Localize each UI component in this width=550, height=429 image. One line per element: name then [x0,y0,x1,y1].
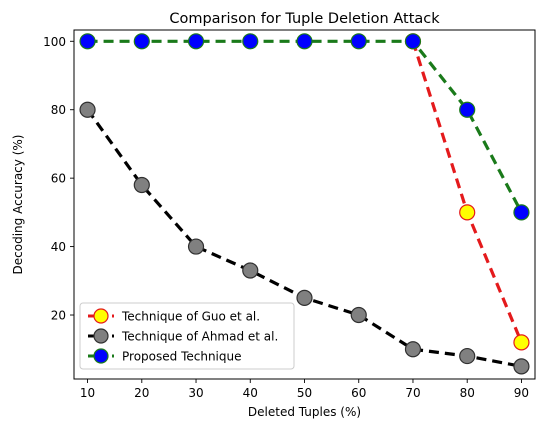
axis-ticks: 10 20 30 40 50 60 70 80 90 20 40 60 80 100 [43,35,529,400]
legend-marker-0 [93,308,109,324]
legend-box [79,302,295,370]
series-line-0 [411,40,523,344]
data-point-1 [296,289,313,307]
data-point-1 [187,238,205,255]
data-point-2 [459,101,476,118]
x-tick-label: 30 [188,386,203,400]
data-point-0 [513,334,530,351]
y-axis-label: Decoding Accuracy (%) [11,135,25,275]
x-tick-label: 50 [297,386,312,400]
data-point-1 [242,262,259,279]
data-point-2 [133,33,150,50]
y-tick-label: 20 [51,309,66,323]
chart-labels: Comparison for Tuple Deletion Attack Dele… [11,11,440,419]
x-tick-label: 20 [134,386,149,400]
data-point-1 [133,176,150,194]
x-axis-label: Deleted Tuples (%) [248,405,361,419]
legend-label: Proposed Technique [122,350,241,364]
x-tick-label: 60 [351,386,366,400]
legend-marker-2 [93,348,109,364]
legend-label: Technique of Ahmad et al. [121,330,278,344]
legend: Technique of Guo et al. Technique of Ahma… [79,302,295,370]
legend-label: Technique of Guo et al. [121,310,260,324]
y-tick-label: 40 [51,240,66,254]
data-point-2 [79,33,96,50]
data-point-2 [187,33,205,50]
data-point-2 [404,33,422,50]
x-tick-label: 40 [243,386,258,400]
data-point-2 [513,204,530,221]
chart-title: Comparison for Tuple Deletion Attack [169,11,440,27]
data-point-2 [350,33,367,50]
series-line-2 [87,39,523,214]
y-tick-label: 100 [43,35,66,49]
data-point-2 [296,33,313,50]
data-point-1 [404,341,422,358]
legend-marker-1 [93,328,109,344]
data-point-0 [459,204,476,221]
x-tick-label: 80 [460,386,475,400]
x-tick-label: 90 [514,386,529,400]
data-point-1 [79,101,96,118]
x-tick-label: 70 [405,386,420,400]
data-point-2 [242,33,259,50]
y-tick-label: 80 [51,103,66,117]
x-tick-label: 10 [80,386,95,400]
data-point-1 [459,347,476,365]
y-tick-label: 60 [51,172,66,186]
data-point-1 [513,358,530,375]
data-series [79,33,530,375]
data-point-1 [350,306,367,324]
